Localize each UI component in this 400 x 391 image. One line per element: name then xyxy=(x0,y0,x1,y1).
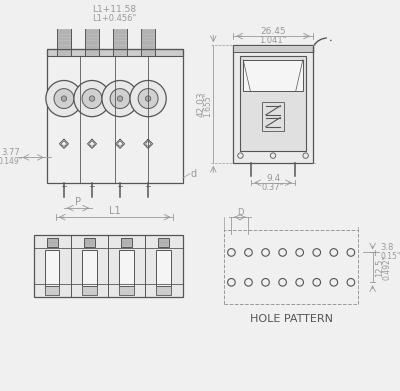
Bar xyxy=(233,45,313,163)
Circle shape xyxy=(89,96,95,101)
Bar xyxy=(84,238,95,247)
Bar xyxy=(158,238,169,247)
Circle shape xyxy=(82,89,102,109)
Bar xyxy=(119,286,134,295)
Text: P: P xyxy=(75,197,81,207)
Bar xyxy=(34,235,182,297)
Bar xyxy=(45,286,60,295)
Text: 0.37": 0.37" xyxy=(262,183,284,192)
Text: 3.8: 3.8 xyxy=(381,244,394,253)
Text: 9.4: 9.4 xyxy=(266,174,280,183)
Bar xyxy=(156,286,171,295)
Circle shape xyxy=(117,96,123,101)
Bar xyxy=(243,60,303,91)
Text: L1+11.58: L1+11.58 xyxy=(92,5,137,14)
Circle shape xyxy=(138,89,158,109)
Bar xyxy=(82,250,96,286)
Text: 1.041": 1.041" xyxy=(259,36,287,45)
Bar xyxy=(224,230,358,304)
Bar xyxy=(233,45,313,52)
Circle shape xyxy=(74,81,110,117)
Bar xyxy=(121,238,132,247)
Circle shape xyxy=(130,81,166,117)
Text: 42.03: 42.03 xyxy=(196,91,205,117)
Text: 1.655": 1.655" xyxy=(203,91,212,117)
Text: D: D xyxy=(237,208,243,217)
Circle shape xyxy=(61,96,67,101)
Text: HOLE PATTERN: HOLE PATTERN xyxy=(250,314,333,323)
Text: d: d xyxy=(190,169,196,179)
Text: L1: L1 xyxy=(109,206,120,216)
Bar xyxy=(119,250,134,286)
Bar xyxy=(85,25,99,56)
Text: 26.45: 26.45 xyxy=(260,27,286,36)
Bar xyxy=(82,286,96,295)
Bar xyxy=(113,25,127,56)
Circle shape xyxy=(110,89,130,109)
Text: 3.77: 3.77 xyxy=(1,148,20,158)
Text: 0.492": 0.492" xyxy=(382,255,392,280)
Text: 0.15": 0.15" xyxy=(381,253,400,262)
Bar xyxy=(47,49,182,183)
Bar xyxy=(141,25,155,56)
Text: 12.5: 12.5 xyxy=(375,258,384,276)
Circle shape xyxy=(46,81,82,117)
Bar xyxy=(156,250,171,286)
Bar xyxy=(57,25,71,56)
Bar xyxy=(262,102,284,131)
Bar xyxy=(47,49,182,56)
Circle shape xyxy=(146,96,151,101)
Text: 0.149": 0.149" xyxy=(0,158,23,167)
Circle shape xyxy=(54,89,74,109)
Bar xyxy=(45,250,60,286)
Bar xyxy=(240,56,306,151)
Text: L1+0.456": L1+0.456" xyxy=(92,14,137,23)
Circle shape xyxy=(102,81,138,117)
Bar xyxy=(47,238,58,247)
